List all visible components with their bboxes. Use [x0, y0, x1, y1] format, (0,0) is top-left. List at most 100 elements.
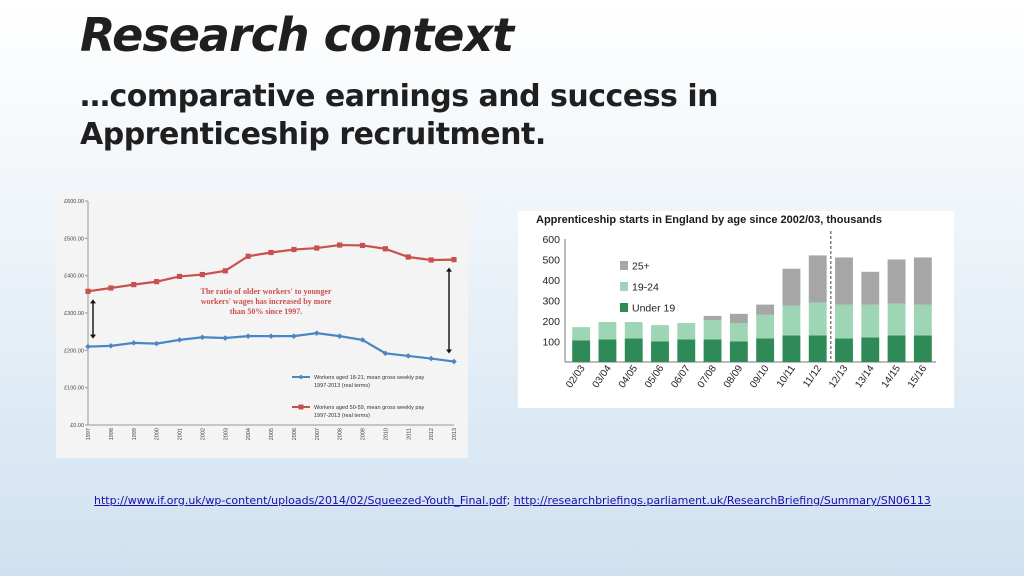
bar-under-19: [729, 341, 748, 362]
x-tick-label: 08/09: [722, 363, 746, 390]
bar-19-24: [651, 325, 669, 342]
data-point-older: [131, 282, 137, 288]
bar-19-24: [861, 304, 880, 338]
bar-19-24: [887, 303, 906, 336]
data-point-young: [222, 335, 229, 341]
legend-label: Workers aged 18-21, mean gross weekly pa…: [314, 375, 425, 381]
data-point-young: [382, 350, 389, 357]
legend-label: 19-24: [632, 282, 659, 294]
bar-19-24: [913, 304, 932, 336]
data-point-older: [337, 242, 343, 248]
bar-under-19: [703, 339, 722, 362]
x-tick-label: 1998: [109, 428, 115, 440]
chart-title: Apprenticeship starts in England by age …: [536, 214, 882, 226]
x-tick-label: 2010: [383, 428, 389, 440]
bar-under-19: [835, 338, 853, 362]
bar-19-24: [756, 314, 775, 339]
legend-marker: [298, 404, 304, 410]
x-tick-label: 02/03: [564, 363, 588, 390]
data-point-young: [428, 355, 434, 362]
x-tick-label: 04/05: [617, 363, 641, 390]
slide-title: Research context: [80, 8, 514, 62]
data-point-young: [176, 337, 183, 343]
x-tick-label: 07/08: [696, 363, 720, 390]
gap-arrow-1997-head-up: [90, 299, 96, 304]
data-point-older: [85, 288, 91, 294]
legend-swatch: [620, 282, 628, 291]
legend-label: 1997-2013 (real terms): [314, 383, 370, 389]
x-tick-label: 2004: [246, 428, 252, 440]
bar-under-19: [756, 338, 775, 362]
legend-label: Under 19: [632, 303, 675, 315]
data-point-older: [199, 271, 205, 278]
apprenticeship-bar-chart-svg: Apprenticeship starts in England by age …: [536, 214, 936, 390]
legend-label: 25+: [632, 261, 650, 273]
data-point-young: [153, 340, 160, 347]
legend-swatch: [620, 261, 628, 270]
bar-25-: [782, 268, 801, 306]
x-tick-label: 2001: [178, 428, 184, 440]
y-tick-label: 100: [542, 337, 560, 349]
data-point-older: [222, 268, 228, 274]
x-tick-label: 05/06: [643, 363, 667, 390]
y-tick-label: £0.00: [70, 423, 84, 429]
bar-under-19: [913, 335, 932, 362]
data-point-older: [451, 257, 457, 263]
y-tick-label: £500.00: [64, 236, 84, 242]
bar-19-24: [572, 327, 591, 341]
y-tick-label: 600: [542, 234, 560, 246]
data-point-young: [451, 358, 457, 365]
slide-subtitle: …comparative earnings and success in App…: [80, 79, 719, 152]
x-tick-label: 14/15: [880, 363, 904, 390]
bar-25-: [861, 271, 880, 305]
x-tick-label: 1999: [132, 428, 138, 440]
y-tick-label: £400.00: [64, 274, 84, 280]
gap-arrow-2013-head-up: [446, 267, 452, 272]
source-link-2[interactable]: http://researchbriefings.parliament.uk/R…: [513, 494, 931, 507]
bar-under-19: [572, 340, 591, 362]
y-tick-label: £300.00: [64, 311, 84, 317]
y-tick-label: £600.00: [64, 199, 84, 205]
x-tick-label: 10/11: [775, 363, 798, 390]
data-point-young: [108, 343, 114, 349]
data-point-older: [268, 249, 274, 256]
bar-25-: [703, 315, 722, 320]
x-tick-label: 13/14: [853, 363, 877, 390]
earnings-line-chart-svg: £0.00 £100.00 £200.00 £300.00 £400.00 £500.00…: [64, 199, 458, 440]
data-point-young: [245, 333, 251, 339]
data-point-young: [268, 333, 274, 339]
bar-19-24: [624, 322, 643, 339]
bar-25-: [887, 259, 906, 304]
data-point-young: [405, 353, 412, 359]
x-tick-label: 2013: [452, 428, 458, 440]
legend-label: Workers aged 50-59, mean gross weekly pa…: [314, 405, 425, 411]
data-point-young: [199, 334, 206, 341]
x-tick-label: 09/10: [748, 363, 772, 390]
bar-under-19: [624, 338, 643, 362]
x-tick-label: 2011: [406, 428, 412, 440]
bar-25-: [835, 257, 853, 305]
bar-19-24: [782, 305, 801, 336]
y-tick-label: £100.00: [64, 386, 84, 392]
bar-under-19: [598, 339, 617, 362]
x-tick-label: 2009: [361, 428, 367, 440]
data-point-young: [313, 330, 320, 336]
bar-25-: [756, 304, 775, 315]
bar-25-: [808, 255, 827, 303]
bar-under-19: [782, 335, 801, 362]
legend-label: 1997-2013 (real terms): [314, 413, 370, 419]
data-point-older: [291, 246, 297, 253]
y-tick-label: 300: [542, 296, 560, 308]
source-links: http://www.if.org.uk/wp-content/uploads/…: [94, 494, 931, 507]
data-point-older: [428, 257, 434, 263]
bar-under-19: [651, 341, 669, 362]
source-link-1[interactable]: http://www.if.org.uk/wp-content/uploads/…: [94, 494, 507, 507]
bar-19-24: [677, 323, 696, 340]
data-point-young: [130, 340, 137, 346]
x-tick-label: 2006: [292, 428, 298, 440]
bar-19-24: [808, 302, 827, 336]
x-tick-label: 2005: [269, 428, 275, 440]
bar-under-19: [808, 335, 827, 362]
data-point-older: [176, 273, 183, 280]
data-point-older: [359, 242, 366, 249]
